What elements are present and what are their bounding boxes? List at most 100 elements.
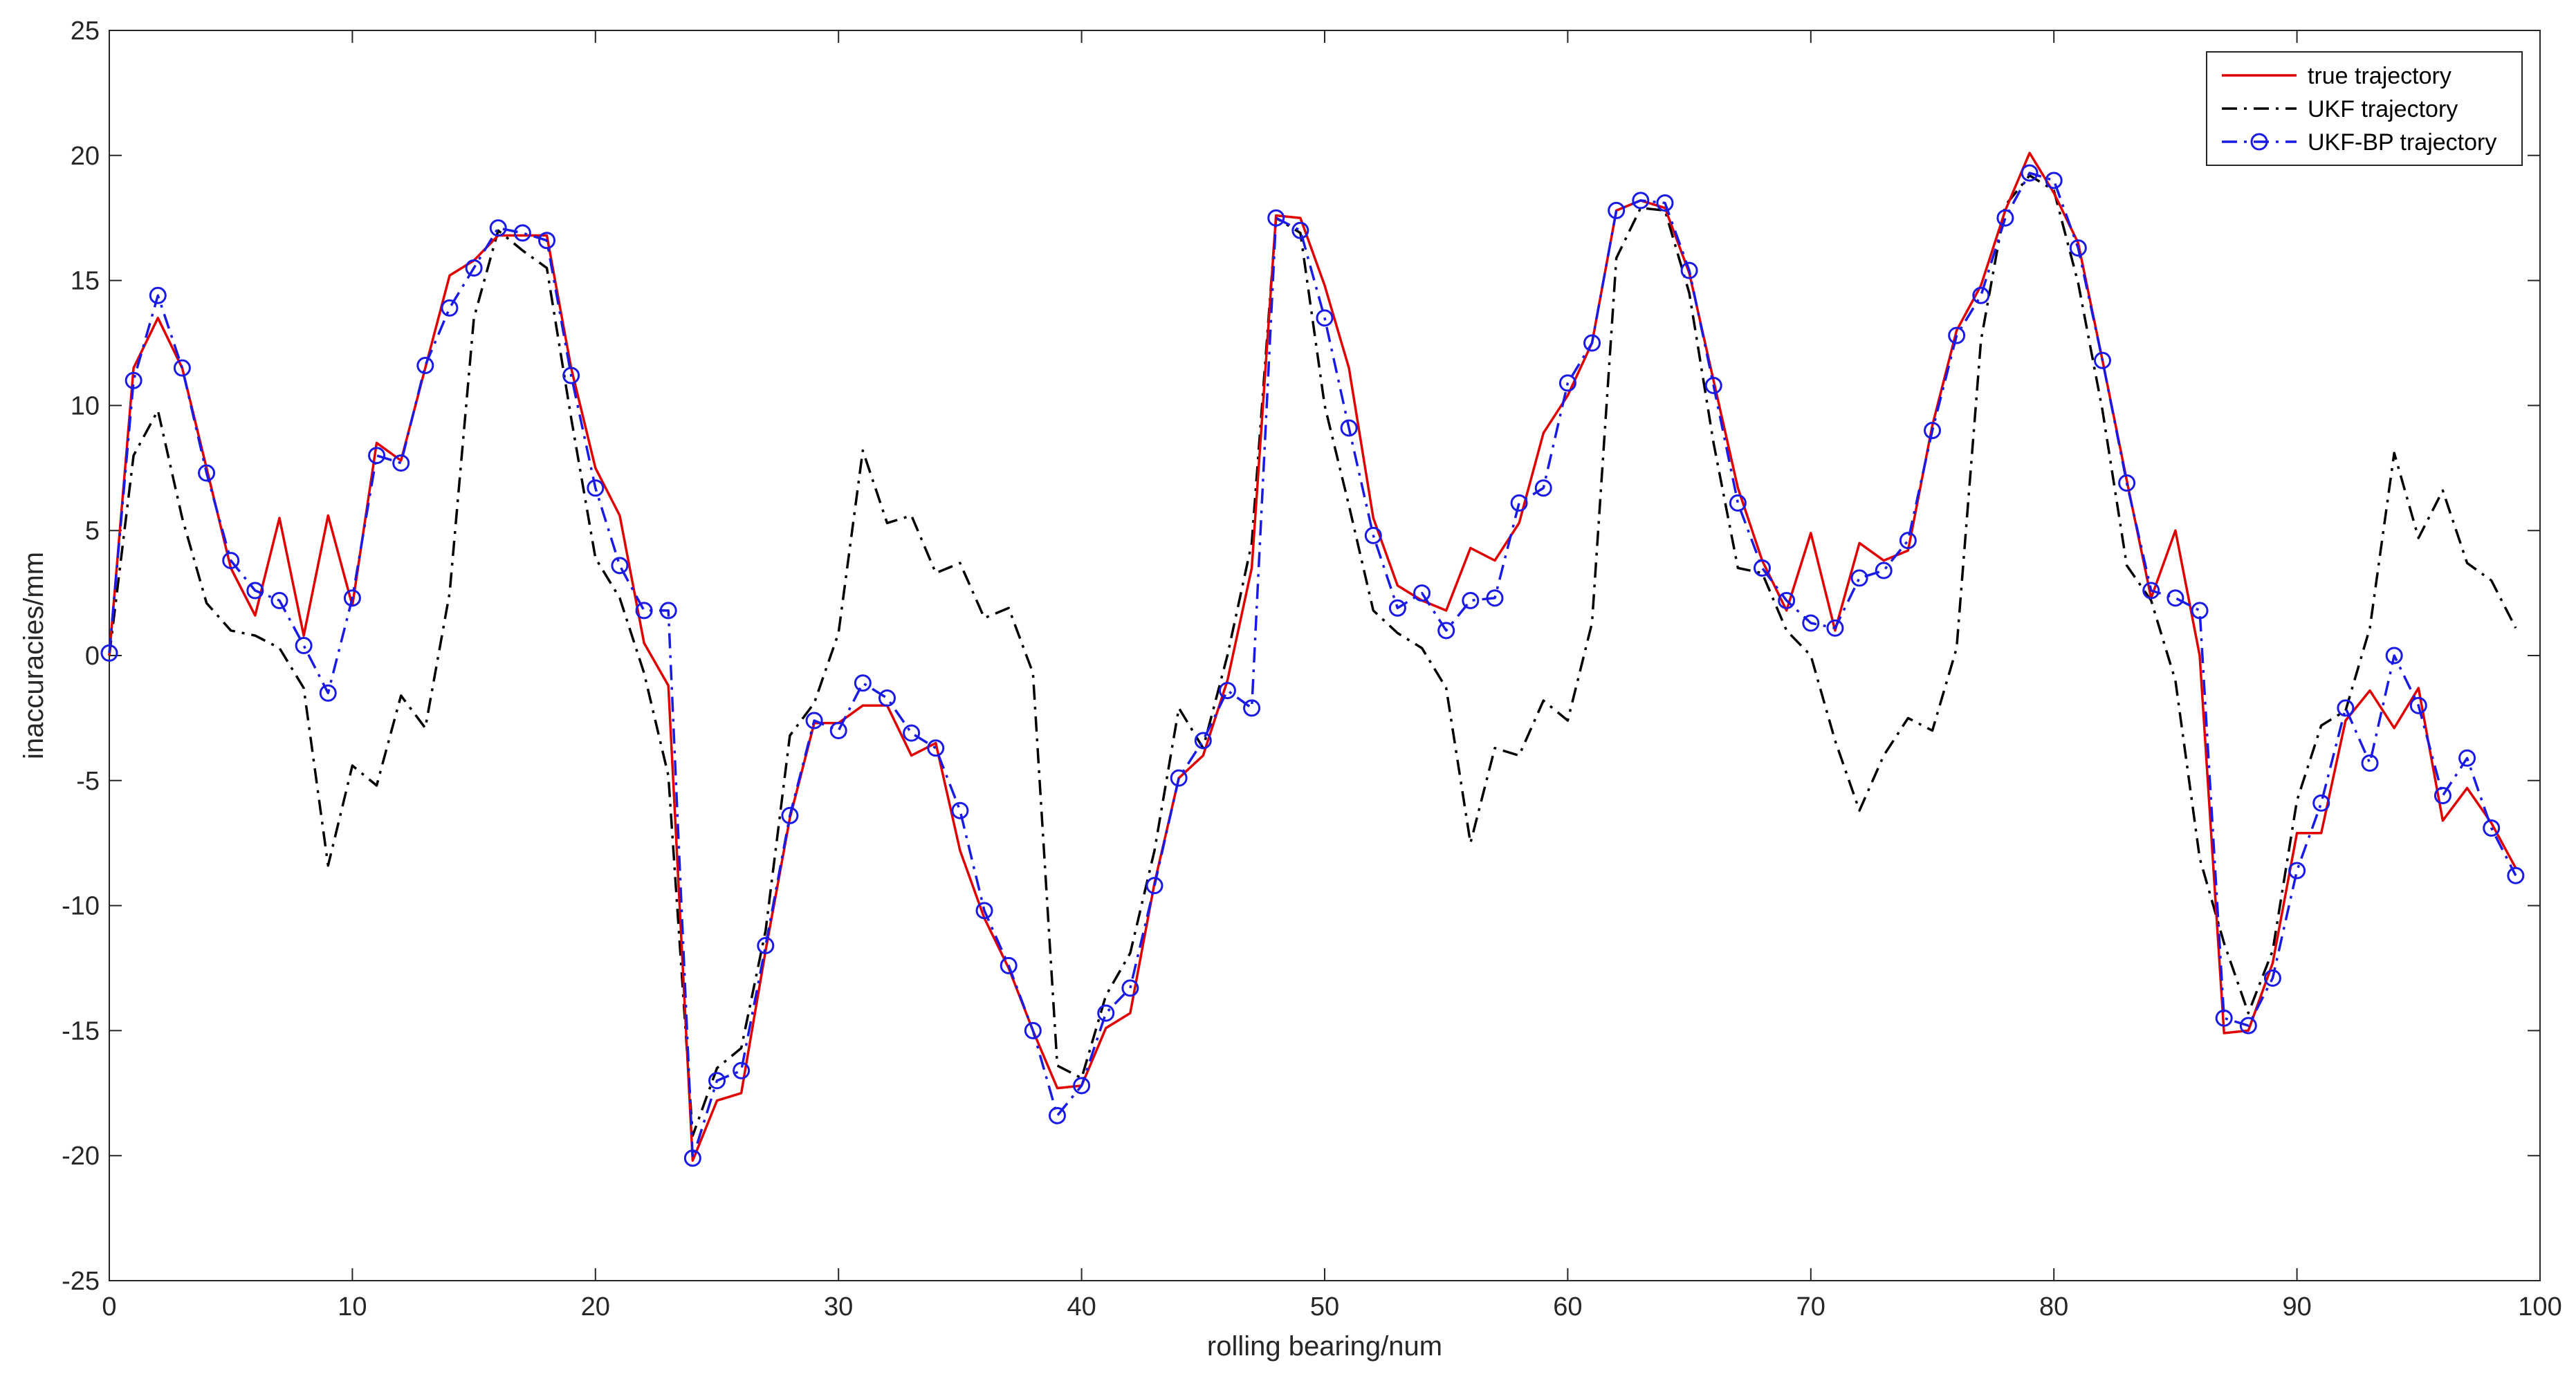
x-tick-label: 50 bbox=[1310, 1292, 1339, 1321]
y-tick-label: -10 bbox=[62, 892, 100, 921]
data-point-ukf-bp-trajectory bbox=[1000, 956, 1018, 974]
x-tick-label: 80 bbox=[2039, 1292, 2068, 1321]
data-point-ukf-bp-trajectory bbox=[1073, 1077, 1091, 1095]
x-tick-label: 100 bbox=[2518, 1292, 2561, 1321]
data-point-ukf-bp-trajectory bbox=[1364, 526, 1382, 544]
series-ukf-bp-trajectory bbox=[100, 164, 2525, 1167]
data-point-ukf-bp-trajectory bbox=[683, 1149, 701, 1167]
data-point-ukf-bp-trajectory bbox=[2263, 969, 2281, 987]
data-point-ukf-bp-trajectory bbox=[1437, 622, 1455, 640]
data-point-ukf-bp-trajectory bbox=[878, 689, 896, 707]
data-point-ukf-bp-trajectory bbox=[1656, 194, 1674, 212]
data-point-ukf-bp-trajectory bbox=[659, 602, 677, 620]
x-tick-label: 60 bbox=[1553, 1292, 1582, 1321]
data-point-ukf-bp-trajectory bbox=[2409, 696, 2427, 714]
data-point-ukf-bp-trajectory bbox=[2239, 1017, 2257, 1034]
data-point-ukf-bp-trajectory bbox=[733, 1061, 751, 1079]
data-point-ukf-bp-trajectory bbox=[1608, 201, 1626, 219]
data-point-ukf-bp-trajectory bbox=[975, 902, 993, 920]
data-point-ukf-bp-trajectory bbox=[829, 721, 847, 739]
y-tick-label: 5 bbox=[85, 517, 100, 546]
data-point-ukf-bp-trajectory bbox=[2312, 794, 2330, 812]
data-point-ukf-bp-trajectory bbox=[246, 582, 264, 600]
data-point-ukf-bp-trajectory bbox=[951, 801, 969, 819]
x-tick-label: 20 bbox=[581, 1292, 610, 1321]
y-tick-label: 25 bbox=[71, 17, 100, 46]
x-tick-label: 40 bbox=[1067, 1292, 1096, 1321]
data-point-ukf-bp-trajectory bbox=[1316, 309, 1334, 327]
data-point-ukf-bp-trajectory bbox=[2118, 474, 2136, 492]
data-point-ukf-bp-trajectory bbox=[295, 637, 313, 655]
data-point-ukf-bp-trajectory bbox=[1388, 599, 1406, 617]
legend-label-true-trajectory: true trajectory bbox=[2308, 63, 2451, 89]
series-layer bbox=[100, 151, 2525, 1167]
data-point-ukf-bp-trajectory bbox=[562, 366, 580, 384]
data-point-ukf-bp-trajectory bbox=[538, 232, 556, 250]
y-tick-label: -5 bbox=[76, 767, 100, 796]
data-point-ukf-bp-trajectory bbox=[1194, 732, 1212, 750]
plot-area bbox=[109, 30, 2541, 1281]
data-point-ukf-bp-trajectory bbox=[1291, 221, 1309, 239]
data-point-ukf-bp-trajectory bbox=[441, 299, 459, 317]
data-point-ukf-bp-trajectory bbox=[1267, 209, 1285, 227]
legend: true trajectory UKF trajectory UKF-BP traj… bbox=[2206, 51, 2523, 166]
data-point-ukf-bp-trajectory bbox=[2507, 866, 2525, 884]
x-tick-label: 30 bbox=[824, 1292, 853, 1321]
data-point-ukf-bp-trajectory bbox=[368, 447, 386, 465]
data-point-ukf-bp-trajectory bbox=[1218, 682, 1236, 700]
data-point-ukf-bp-trajectory bbox=[2215, 1009, 2233, 1027]
data-point-ukf-bp-trajectory bbox=[1924, 422, 1941, 440]
data-point-ukf-bp-trajectory bbox=[1097, 1004, 1115, 1022]
data-point-ukf-bp-trajectory bbox=[222, 552, 240, 570]
data-point-ukf-bp-trajectory bbox=[465, 259, 483, 277]
data-point-ukf-bp-trajectory bbox=[1486, 589, 1504, 607]
data-point-ukf-bp-trajectory bbox=[854, 674, 872, 692]
y-tick-label: 10 bbox=[71, 391, 100, 420]
y-axis-label: inaccuracies/mm bbox=[19, 552, 49, 759]
y-tick-label: -20 bbox=[62, 1142, 100, 1171]
data-point-ukf-bp-trajectory bbox=[2288, 862, 2306, 880]
data-point-ukf-bp-trajectory bbox=[2093, 351, 2111, 369]
data-point-ukf-bp-trajectory bbox=[173, 359, 191, 377]
data-point-ukf-bp-trajectory bbox=[489, 219, 507, 237]
data-point-ukf-bp-trajectory bbox=[903, 724, 921, 742]
axis-ticks: 0 10 20 30 40 50 60 70 80 90 100 -25 -20 -15 -10 -5 0 5 10… bbox=[62, 17, 2562, 1321]
x-tick-label: 70 bbox=[1796, 1292, 1825, 1321]
x-tick-label: 90 bbox=[2282, 1292, 2311, 1321]
y-tick-label: -15 bbox=[62, 1017, 100, 1046]
data-point-ukf-bp-trajectory bbox=[1680, 261, 1698, 279]
data-point-ukf-bp-trajectory bbox=[198, 464, 216, 482]
data-point-ukf-bp-trajectory bbox=[2191, 602, 2209, 620]
series-line-ukf-bp-trajectory bbox=[108, 171, 2517, 1160]
data-point-ukf-bp-trajectory bbox=[2021, 164, 2039, 182]
data-point-ukf-bp-trajectory bbox=[149, 286, 167, 304]
data-point-ukf-bp-trajectory bbox=[1704, 376, 1722, 394]
data-point-ukf-bp-trajectory bbox=[1510, 494, 1528, 512]
legend-marker-ukf-bp-trajectory bbox=[2250, 133, 2268, 151]
data-point-ukf-bp-trajectory bbox=[270, 591, 288, 609]
data-point-ukf-bp-trajectory bbox=[757, 936, 775, 954]
data-point-ukf-bp-trajectory bbox=[1024, 1021, 1042, 1039]
x-axis-label: rolling bearing/num bbox=[1207, 1331, 1442, 1362]
y-tick-label: 0 bbox=[85, 642, 100, 671]
data-point-ukf-bp-trajectory bbox=[2385, 647, 2403, 665]
data-point-ukf-bp-trajectory bbox=[927, 739, 945, 757]
data-point-ukf-bp-trajectory bbox=[1558, 374, 1576, 392]
data-point-ukf-bp-trajectory bbox=[1826, 619, 1844, 637]
data-point-ukf-bp-trajectory bbox=[1899, 532, 1917, 550]
data-point-ukf-bp-trajectory bbox=[1972, 286, 1990, 304]
data-point-ukf-bp-trajectory bbox=[2434, 786, 2451, 804]
data-point-ukf-bp-trajectory bbox=[2069, 239, 2087, 257]
data-point-ukf-bp-trajectory bbox=[1413, 584, 1431, 602]
data-point-ukf-bp-trajectory bbox=[343, 589, 361, 607]
legend-label-ukf-trajectory: UKF trajectory bbox=[2308, 96, 2458, 122]
data-point-ukf-bp-trajectory bbox=[2483, 819, 2501, 837]
data-point-ukf-bp-trajectory bbox=[2166, 589, 2184, 607]
data-point-ukf-bp-trajectory bbox=[2361, 754, 2379, 772]
x-tick-label: 10 bbox=[338, 1292, 367, 1321]
y-tick-label: -25 bbox=[62, 1267, 100, 1296]
data-point-ukf-bp-trajectory bbox=[1802, 614, 1820, 632]
data-point-ukf-bp-trajectory bbox=[125, 371, 142, 389]
data-point-ukf-bp-trajectory bbox=[1754, 559, 1772, 577]
data-point-ukf-bp-trajectory bbox=[635, 602, 653, 620]
